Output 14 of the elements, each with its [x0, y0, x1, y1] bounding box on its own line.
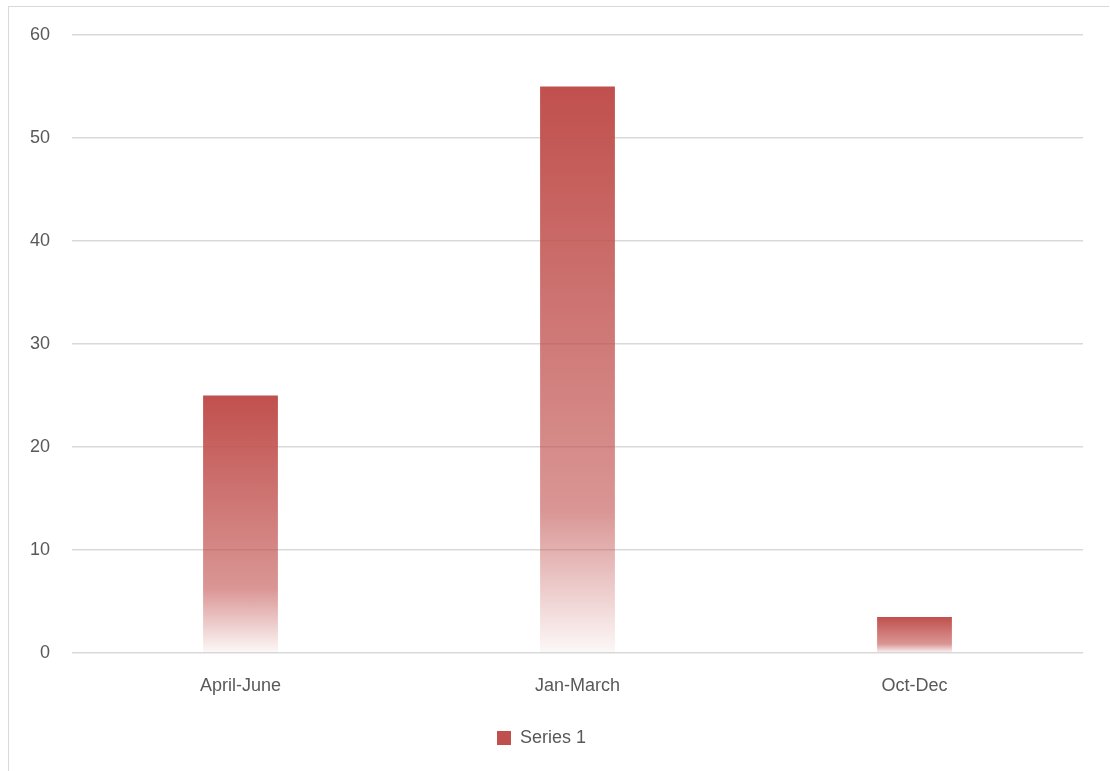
y-tick-label: 10 — [29, 538, 50, 559]
bar — [877, 616, 952, 653]
y-tick-label: 30 — [29, 332, 50, 353]
legend-label: Series 1 — [519, 726, 587, 747]
x-tick-label: Oct-Dec — [881, 674, 948, 695]
x-tick-label: April-June — [199, 674, 282, 695]
bar — [540, 86, 615, 653]
x-tick-label: Jan-March — [534, 674, 621, 695]
y-tick-label: 20 — [29, 435, 50, 456]
y-tick-label: 50 — [29, 126, 50, 147]
bar — [203, 395, 278, 653]
y-tick-label: 40 — [29, 229, 50, 250]
y-tick-label: 60 — [29, 23, 50, 44]
y-tick-label: 0 — [39, 641, 50, 662]
